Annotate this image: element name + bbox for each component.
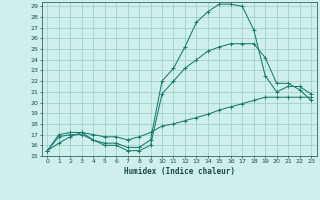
X-axis label: Humidex (Indice chaleur): Humidex (Indice chaleur)	[124, 167, 235, 176]
